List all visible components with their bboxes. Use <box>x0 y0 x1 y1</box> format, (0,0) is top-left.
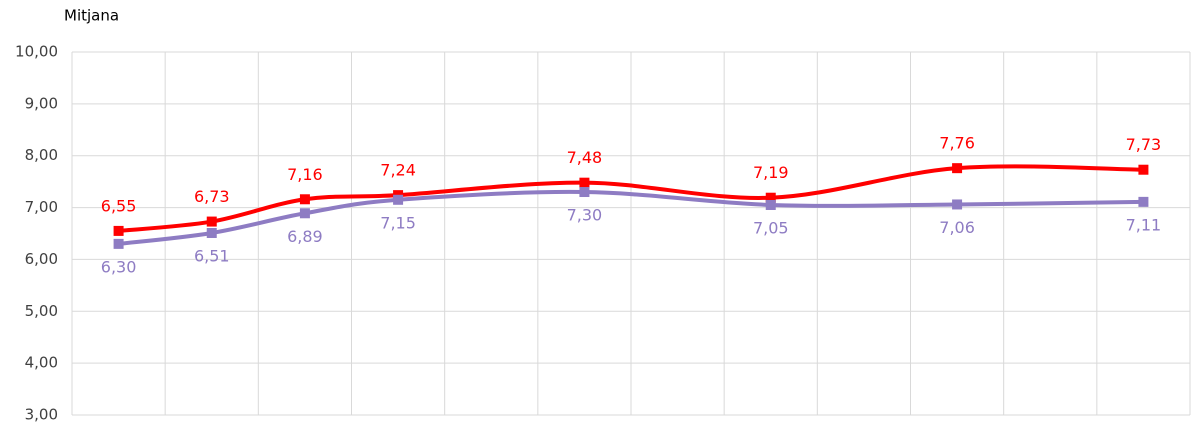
data-label: 7,30 <box>567 206 603 225</box>
marker <box>393 194 404 205</box>
data-label: 7,48 <box>567 148 603 167</box>
marker <box>952 163 963 174</box>
y-axis-title: Mitjana <box>64 7 119 25</box>
marker <box>206 227 217 238</box>
data-label: 7,16 <box>287 165 323 184</box>
data-label: 7,24 <box>380 161 416 180</box>
y-tick-label: 4,00 <box>25 354 58 372</box>
data-label: 7,15 <box>380 213 416 232</box>
marker <box>765 199 776 210</box>
data-label: 6,30 <box>101 257 137 276</box>
y-tick-label: 9,00 <box>25 94 58 112</box>
marker <box>952 199 963 210</box>
data-label: 6,89 <box>287 227 323 246</box>
data-label: 7,06 <box>939 218 975 237</box>
marker <box>113 238 124 249</box>
marker <box>765 192 776 203</box>
y-tick-label: 3,00 <box>25 406 58 424</box>
marker <box>206 216 217 227</box>
data-label: 7,73 <box>1126 135 1162 154</box>
y-tick-label: 8,00 <box>25 146 58 164</box>
marker <box>1138 196 1149 207</box>
y-tick-label: 7,00 <box>25 198 58 216</box>
data-label: 7,76 <box>939 134 975 153</box>
data-label: 7,19 <box>753 163 789 182</box>
marker <box>113 225 124 236</box>
marker <box>1138 164 1149 175</box>
marker <box>299 194 310 205</box>
y-tick-label: 6,00 <box>25 250 58 268</box>
data-label: 7,11 <box>1126 215 1162 234</box>
marker <box>579 177 590 188</box>
marker <box>579 187 590 198</box>
data-label: 6,55 <box>101 196 137 215</box>
y-tick-label: 10,00 <box>15 43 58 61</box>
data-label: 7,05 <box>753 218 789 237</box>
data-label: 6,51 <box>194 246 230 265</box>
data-label: 6,73 <box>194 187 230 206</box>
marker <box>299 208 310 219</box>
y-tick-label: 5,00 <box>25 302 58 320</box>
